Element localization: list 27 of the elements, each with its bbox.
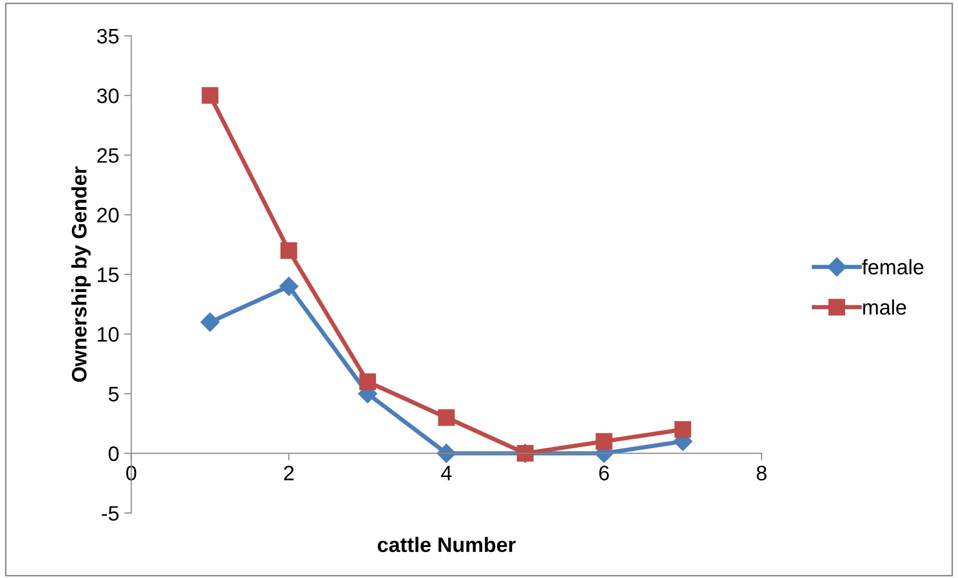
y-tick-label: 25 — [97, 148, 119, 163]
legend-label: female — [862, 259, 924, 274]
x-tick-label: 2 — [284, 466, 294, 480]
point — [596, 433, 612, 450]
x-tick-label: 8 — [756, 466, 766, 480]
x-tick-label: 6 — [599, 466, 609, 480]
legend-label: male — [863, 299, 906, 315]
y-tick-label: -5 — [102, 506, 119, 521]
point — [359, 373, 376, 390]
x-axis-title: cattle Number — [378, 536, 516, 552]
y-tick-label: 10 — [98, 327, 119, 342]
y-axis-title: Ownership by Gender — [71, 166, 91, 382]
y-tick-label: 20 — [97, 208, 119, 223]
y-tick-label: 15 — [98, 268, 119, 282]
point — [280, 242, 298, 259]
point — [202, 87, 218, 104]
point — [674, 421, 692, 438]
point — [436, 444, 456, 463]
x-tick-label: 4 — [441, 466, 452, 480]
y-tick-label: 5 — [108, 386, 119, 402]
point — [438, 409, 455, 426]
y-tick-label: 35 — [97, 28, 119, 44]
y-tick-label: 0 — [108, 446, 119, 462]
point — [200, 312, 220, 332]
x-tick-label: 0 — [126, 466, 136, 480]
y-tick-label: 30 — [97, 88, 119, 104]
point — [279, 276, 298, 296]
